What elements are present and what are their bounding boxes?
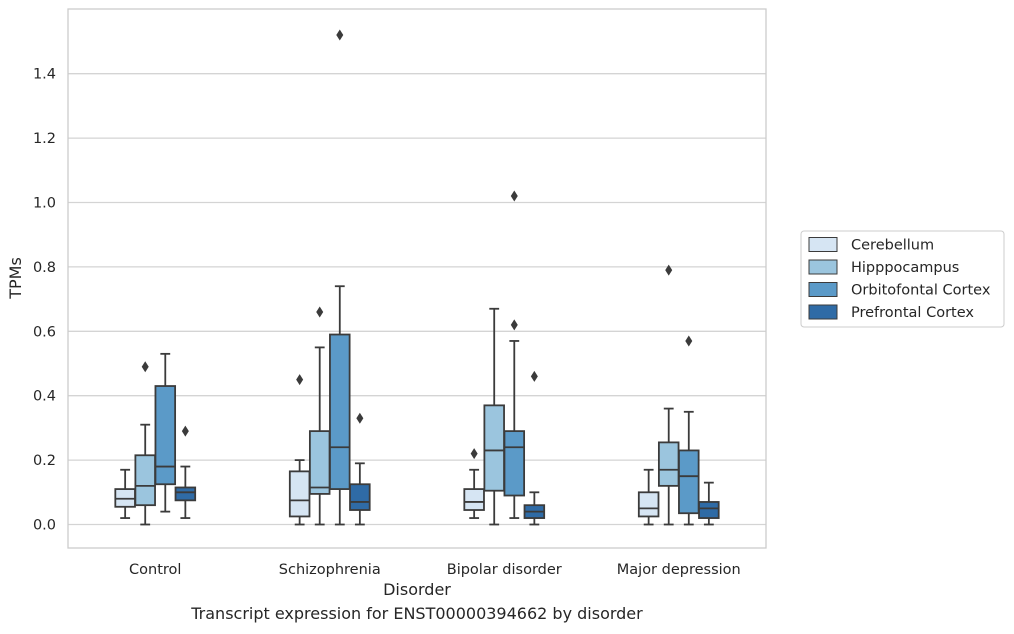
box-0-2: [463, 448, 485, 519]
box-iqr: [637, 491, 660, 518]
box-2-1: [329, 29, 351, 526]
box-0-1: [288, 374, 311, 526]
outlier-point: [356, 412, 364, 424]
y-tick-label: 0.4: [33, 389, 56, 405]
y-tick-label: 0.6: [33, 324, 56, 340]
legend-swatch: [808, 237, 838, 252]
box-3-3: [698, 481, 720, 526]
legend-swatch: [808, 282, 838, 297]
box-1-0: [134, 361, 156, 526]
legend-label: Orbitofontal Cortex: [851, 283, 991, 299]
outlier-point: [510, 190, 518, 202]
box-0-0: [114, 468, 136, 519]
y-tick-label: 1.2: [33, 131, 56, 147]
box-1-1: [308, 306, 331, 526]
legend-label: Prefrontal Cortex: [851, 305, 974, 321]
box-iqr: [154, 385, 177, 486]
legend: Cerebellum Hipppocampus Orbitofontal Corte…: [800, 230, 1005, 328]
outlier-point: [336, 29, 344, 41]
box-3-2: [523, 370, 546, 526]
box-1-2: [483, 307, 505, 526]
box-iqr: [288, 470, 311, 518]
y-tick-label: 1.4: [33, 67, 56, 83]
y-tick-label: 0.0: [33, 518, 56, 534]
x-axis-label: Disorder: [383, 580, 451, 599]
box-iqr: [698, 501, 720, 519]
boxes: [114, 29, 720, 526]
box-iqr: [329, 333, 351, 490]
x-tick-label: Major depression: [617, 562, 741, 578]
outlier-point: [141, 361, 149, 373]
outlier-point: [510, 319, 518, 331]
legend-label: Cerebellum: [851, 238, 934, 254]
y-axis-label: TPMs: [6, 257, 25, 300]
y-tick-label: 0.2: [33, 453, 56, 469]
box-iqr: [503, 430, 526, 497]
plot-frame: [67, 8, 767, 549]
box-iqr: [463, 488, 485, 511]
y-tick-label: 0.8: [33, 260, 56, 276]
outlier-point: [181, 425, 189, 437]
outlier-point: [530, 370, 538, 382]
box-iqr: [174, 486, 197, 502]
y-tick-label: 1.0: [33, 196, 56, 212]
x-tick-label: Control: [129, 562, 181, 578]
outlier-point: [470, 448, 478, 460]
box-1-3: [657, 264, 680, 526]
legend-swatch: [808, 304, 838, 320]
box-2-2: [503, 190, 526, 519]
box-2-3: [678, 335, 700, 526]
box-3-1: [349, 412, 371, 526]
box-0-3: [637, 468, 660, 526]
box-iqr: [349, 483, 371, 511]
outlier-point: [296, 374, 304, 386]
box-iqr: [483, 404, 505, 492]
legend-swatch: [808, 259, 838, 275]
box-3-0: [174, 425, 197, 519]
box-iqr: [134, 454, 156, 507]
legend-label: Hipppocampus: [851, 260, 959, 276]
gridlines: [68, 73, 766, 526]
outlier-point: [665, 264, 673, 276]
box-iqr: [657, 441, 680, 487]
outlier-point: [316, 306, 324, 318]
box-iqr: [678, 449, 700, 515]
outlier-point: [685, 335, 693, 347]
figure-caption: Transcript expression for ENST0000039466…: [191, 604, 643, 623]
legend-frame: [800, 230, 1005, 328]
box-2-0: [154, 352, 177, 513]
box-iqr: [308, 430, 331, 495]
x-tick-label: Schizophrenia: [279, 562, 381, 578]
y-axis-ticks: 0.0 0.2 0.4 0.6 0.8 1.0 1.2 1.4: [33, 67, 56, 534]
x-tick-label: Bipolar disorder: [447, 562, 562, 578]
x-axis-ticks: Control Schizophrenia Bipolar disorder Majo…: [129, 562, 741, 578]
